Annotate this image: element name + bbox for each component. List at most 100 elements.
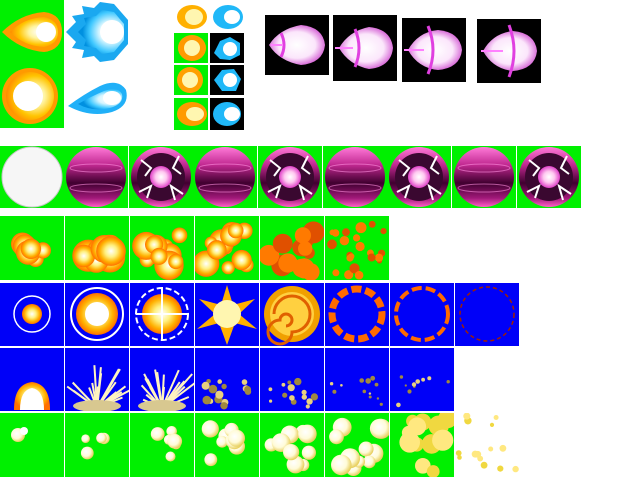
mini-iceball-frame-4 — [210, 98, 244, 130]
explosion-frame-3 — [130, 216, 194, 280]
explosion-icon — [132, 227, 188, 280]
shockwave-frame-4 — [195, 283, 259, 346]
mini-fireball-frame-3 — [174, 65, 208, 95]
shockwave-icon — [197, 285, 257, 345]
ground-blast-icon — [329, 375, 383, 406]
orb-icon — [195, 147, 255, 207]
smoke-icon — [264, 424, 317, 474]
energy-shot-icon — [269, 25, 325, 65]
energy-shot-icon — [481, 24, 537, 78]
explosion-icon — [11, 232, 52, 267]
shockwave-icon — [328, 285, 386, 343]
shockwave-frame-2 — [65, 283, 129, 346]
smoke-frame-4 — [195, 413, 259, 477]
orb-icon — [325, 147, 385, 207]
mini-fireball-frame-1 — [174, 2, 208, 32]
explosion-frame-4 — [195, 216, 259, 280]
fireball-icon — [177, 67, 203, 93]
smoke-icon — [455, 413, 519, 473]
explosion-frame-6 — [325, 216, 389, 280]
shockwave-frame-7 — [390, 283, 454, 346]
mini-fireball-frame-4 — [174, 98, 208, 130]
shockwave-icon — [13, 295, 51, 333]
iceball-icon — [214, 37, 240, 60]
fireball-frame-2 — [0, 64, 64, 128]
smoke-icon — [150, 426, 183, 462]
orb-icon — [519, 147, 579, 207]
fireball-icon — [177, 5, 207, 29]
ground-blast-frame-5 — [260, 348, 324, 411]
explosion-frame-2 — [65, 216, 129, 280]
explosion-icon — [327, 220, 387, 280]
ground-blast-frame-2 — [65, 348, 129, 411]
orb-frame-7 — [387, 146, 451, 208]
shockwave-icon — [135, 287, 189, 341]
fireball-icon — [2, 68, 58, 124]
shockwave-frame-3 — [130, 283, 194, 346]
smoke-frame-1 — [0, 413, 64, 477]
shockwave-frame-5 — [260, 283, 324, 346]
mini-iceball-frame-3 — [210, 65, 244, 95]
ground-blast-frame-3 — [130, 348, 194, 411]
ground-blast-frame-1 — [0, 348, 64, 411]
smoke-frame-8 — [455, 413, 519, 477]
orb-frame-9 — [517, 146, 581, 208]
ground-blast-icon — [14, 382, 50, 410]
iceball-icon — [66, 2, 128, 62]
shockwave-frame-1 — [0, 283, 64, 346]
shockwave-frame-8 — [455, 283, 519, 346]
ground-blast-icon — [201, 379, 252, 410]
energy-shot-icon — [335, 27, 393, 69]
smoke-icon — [329, 417, 389, 476]
shockwave-frame-6 — [325, 283, 389, 346]
ground-blast-frame-6 — [325, 348, 389, 411]
smoke-icon — [11, 427, 28, 442]
orb-frame-2 — [64, 146, 128, 208]
explosion-icon — [72, 234, 126, 273]
explosion-icon — [195, 222, 254, 277]
explosion-frame-1 — [0, 216, 64, 280]
smoke-icon — [399, 413, 454, 477]
smoke-frame-3 — [130, 413, 194, 477]
energy-shot-frame-3 — [402, 18, 466, 82]
smoke-frame-5 — [260, 413, 324, 477]
mini-iceball-frame-1 — [210, 2, 244, 32]
iceball-frame-1 — [64, 0, 130, 64]
iceball-icon — [213, 102, 241, 126]
iceball-icon — [68, 82, 127, 114]
ground-blast-frame-4 — [195, 348, 259, 411]
energy-shot-frame-4 — [477, 19, 541, 83]
ground-blast-icon — [66, 365, 129, 411]
explosion-icon — [260, 221, 324, 280]
smoke-frame-6 — [325, 413, 389, 477]
energy-shot-icon — [404, 25, 462, 75]
ground-blast-frame-7 — [390, 348, 454, 411]
ground-blast-icon — [396, 375, 450, 408]
orb-icon — [454, 147, 514, 207]
mini-iceball-frame-2 — [210, 33, 244, 63]
orb-frame-6 — [323, 146, 387, 208]
ground-blast-icon — [268, 377, 318, 409]
explosion-frame-5 — [260, 216, 324, 280]
shockwave-icon — [459, 286, 515, 342]
smoke-icon — [201, 420, 245, 467]
iceball-icon — [214, 69, 241, 91]
shockwave-icon — [394, 286, 450, 342]
orb-frame-5 — [258, 146, 322, 208]
orb-icon — [260, 147, 320, 207]
orb-icon — [389, 147, 449, 207]
orb-icon — [66, 147, 126, 207]
orb-frame-3 — [129, 146, 193, 208]
smoke-icon — [80, 432, 110, 460]
orb-frame-4 — [193, 146, 257, 208]
orb-frame-1 — [0, 146, 64, 208]
fireball-icon — [178, 35, 206, 61]
orb-frame-8 — [452, 146, 516, 208]
shockwave-icon — [70, 287, 124, 341]
fireball-frame-1 — [0, 0, 64, 64]
smoke-frame-2 — [65, 413, 129, 477]
fireball-icon — [2, 12, 62, 52]
iceball-icon — [213, 5, 243, 29]
smoke-frame-7 — [390, 413, 454, 477]
shockwave-icon — [264, 286, 320, 346]
